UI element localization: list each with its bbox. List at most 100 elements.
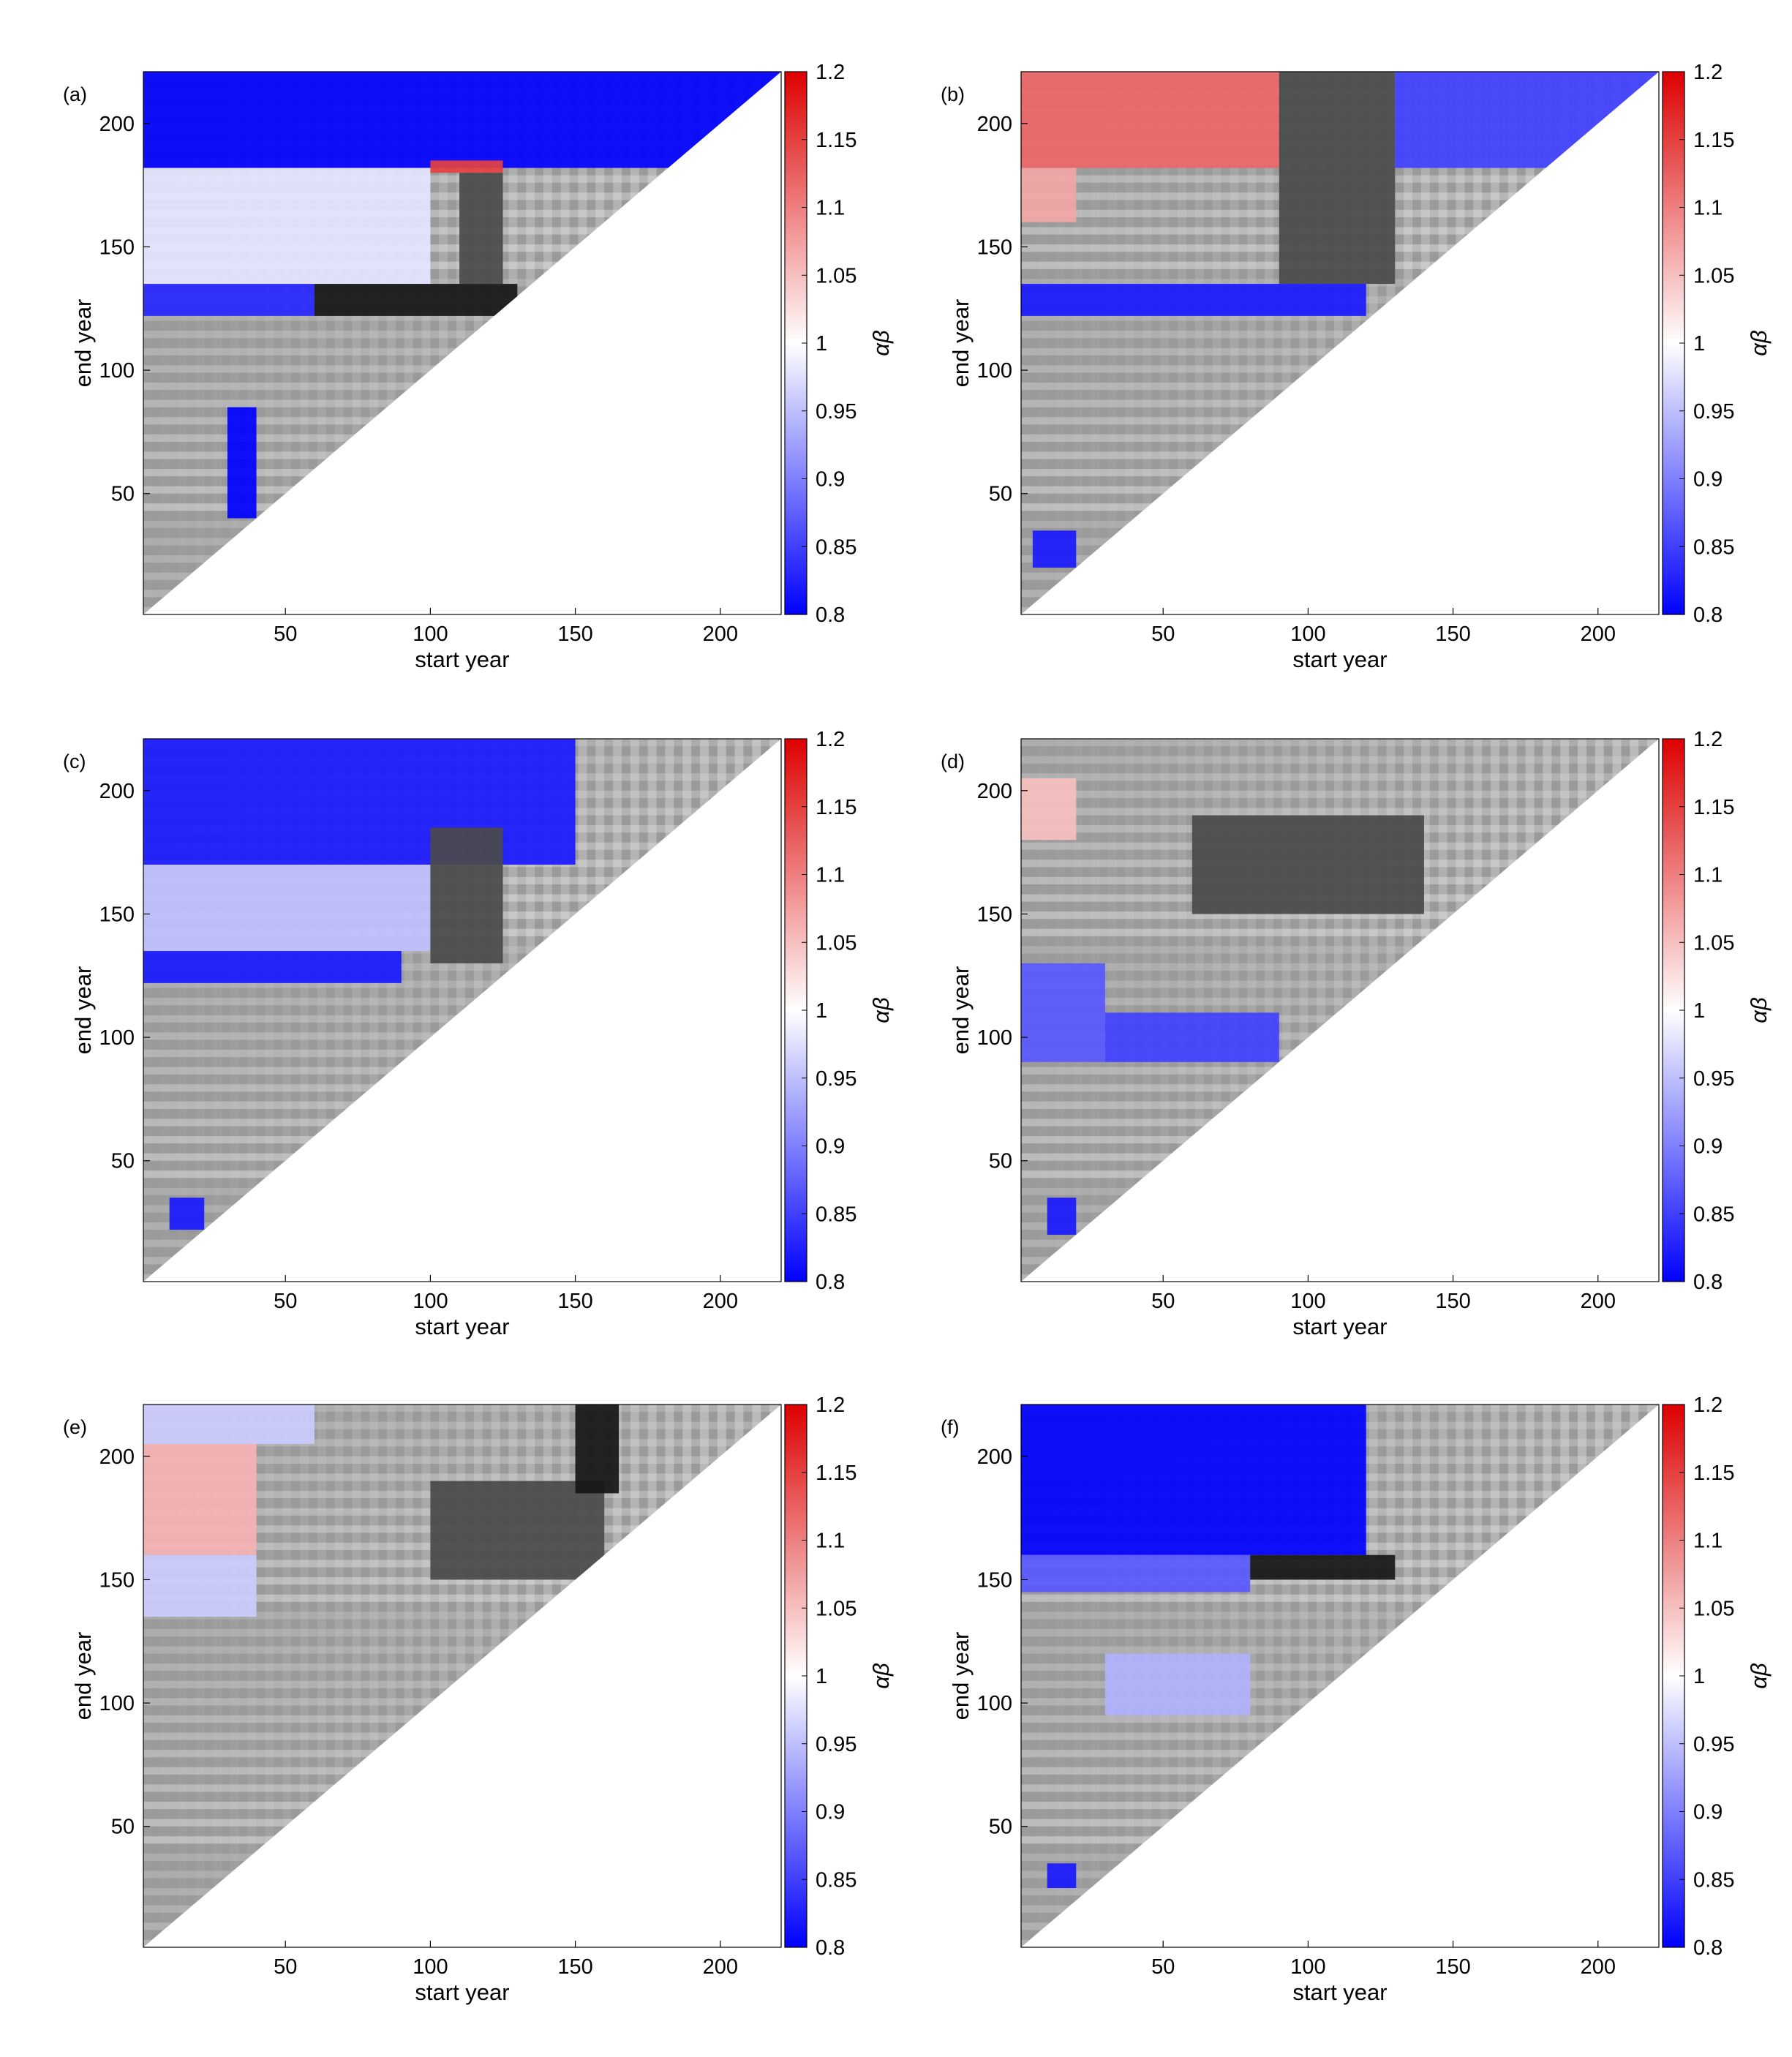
x-axis-label: start year [1292, 647, 1387, 672]
heatmap-base [1021, 72, 1659, 614]
heatmap-region [227, 407, 257, 519]
panel-label: (e) [63, 1416, 87, 1438]
x-axis-label: start year [415, 647, 509, 672]
colorbar-tick-label: 1.05 [1693, 1597, 1734, 1620]
colorbar-label: αβ [868, 330, 894, 356]
colorbar-tick-label: 0.85 [816, 535, 857, 559]
heatmap-region [430, 827, 503, 963]
heatmap-region [143, 865, 431, 952]
x-tick-label: 150 [1435, 1290, 1470, 1313]
colorbar-tick-label: 1.15 [816, 129, 857, 152]
colorbar-tick-label: 1.1 [1693, 197, 1723, 220]
colorbar-tick-label: 1.1 [1693, 1530, 1723, 1553]
y-tick-label: 50 [111, 1150, 135, 1173]
colorbar-tick-label: 1.15 [1693, 1462, 1734, 1485]
colorbar-tick-label: 1 [816, 1665, 827, 1688]
heatmap-region [143, 1554, 257, 1617]
y-tick-label: 200 [977, 780, 1012, 803]
y-tick-label: 100 [977, 1692, 1012, 1715]
colorbar-tick-label: 0.95 [816, 400, 857, 424]
x-axis-label: start year [1292, 1314, 1387, 1339]
colorbar-label: αβ [868, 997, 894, 1023]
x-tick-label: 200 [703, 1955, 738, 1979]
panel-label: (d) [941, 751, 965, 772]
colorbar-label: αβ [1746, 330, 1772, 356]
y-tick-label: 200 [99, 113, 135, 136]
colorbar-tick-label: 0.8 [1693, 1936, 1723, 1960]
heatmap-region [143, 72, 781, 168]
colorbar-tick-label: 1.05 [816, 264, 857, 287]
x-tick-label: 200 [1581, 1290, 1616, 1313]
colorbar-tick-label: 0.8 [816, 1936, 845, 1960]
heatmap-region [143, 1404, 315, 1444]
colorbar-tick-label: 1 [816, 999, 827, 1023]
heatmap-region [1021, 963, 1105, 1062]
colorbar-tick-label: 0.85 [1693, 535, 1734, 559]
x-tick-label: 150 [557, 1290, 592, 1313]
heatmap-panel: 50 100 150 200 50 100 150 200 start year end year… [63, 61, 894, 672]
heatmap-region [1250, 1554, 1396, 1580]
colorbar-tick-label: 1.05 [816, 1597, 857, 1620]
heatmap-panel: 50 100 150 200 50 100 150 200 start year end year… [941, 61, 1772, 672]
heatmap-region [143, 1443, 257, 1555]
colorbar-tick-label: 1.1 [1693, 864, 1723, 887]
plot-frame [143, 738, 782, 1282]
colorbar-tick-label: 1 [1693, 332, 1705, 356]
y-tick-label: 50 [989, 1150, 1012, 1173]
heatmap-region [430, 1481, 605, 1580]
colorbar-tick-label: 1.1 [816, 197, 845, 220]
colorbar-tick-label: 1.15 [1693, 129, 1734, 152]
y-tick-label: 100 [99, 1692, 135, 1715]
colorbar-tick-label: 1.15 [1693, 796, 1734, 819]
colorbar-tick-label: 0.9 [816, 1801, 845, 1824]
heatmap-region [1021, 1404, 1366, 1555]
colorbar-tick-label: 1.2 [1693, 728, 1723, 751]
heatmap-region [1395, 72, 1659, 168]
heatmap-region [1021, 1554, 1251, 1592]
heatmap-region [430, 160, 503, 173]
colorbar-tick-label: 0.85 [1693, 1868, 1734, 1892]
x-tick-label: 200 [1581, 623, 1616, 646]
heatmap-region [575, 1404, 620, 1494]
x-tick-label: 50 [1151, 623, 1175, 646]
heatmap-region [143, 951, 402, 983]
x-tick-label: 200 [703, 1290, 738, 1313]
colorbar-tick-label: 1 [1693, 1665, 1705, 1688]
heatmap-region [1191, 815, 1424, 914]
heatmap-region [314, 284, 518, 316]
colorbar-tick-label: 0.95 [816, 1733, 857, 1756]
colorbar-tick-label: 0.9 [1693, 1801, 1723, 1824]
colorbar-tick-label: 0.9 [1693, 468, 1723, 492]
y-tick-label: 100 [977, 359, 1012, 383]
colorbar-tick-label: 1.05 [1693, 931, 1734, 955]
heatmap-region [1021, 72, 1279, 168]
y-axis-label: end year [70, 1632, 96, 1721]
colorbar-tick-label: 0.9 [816, 1135, 845, 1159]
x-axis-label: start year [1292, 1979, 1387, 2005]
x-tick-label: 100 [1290, 623, 1325, 646]
x-axis-label: start year [415, 1979, 509, 2005]
plot-frame [1020, 71, 1660, 615]
y-tick-label: 50 [989, 1816, 1012, 1839]
y-tick-label: 150 [99, 903, 135, 926]
heatmap-panel: 50 100 150 200 50 100 150 200 start year end year… [63, 728, 894, 1339]
y-tick-label: 150 [99, 1568, 135, 1592]
x-axis-label: start year [415, 1314, 509, 1339]
x-tick-label: 150 [557, 1955, 592, 1979]
y-tick-label: 200 [99, 780, 135, 803]
x-tick-label: 50 [274, 1955, 297, 1979]
heatmap-region [1104, 1012, 1279, 1062]
panel-label: (b) [941, 83, 965, 105]
x-tick-label: 200 [1581, 1955, 1616, 1979]
colorbar-tick-label: 0.85 [816, 1203, 857, 1226]
heatmap-panel: 50 100 150 200 50 100 150 200 start year end year… [941, 1394, 1772, 2005]
y-tick-label: 200 [977, 113, 1012, 136]
plot-frame [1020, 1404, 1660, 1948]
x-tick-label: 50 [274, 1290, 297, 1313]
colorbar-label: αβ [868, 1663, 894, 1688]
colorbar-tick-label: 1.1 [816, 864, 845, 887]
x-tick-label: 100 [413, 1955, 448, 1979]
colorbar-tick-label: 1.2 [1693, 61, 1723, 84]
y-tick-label: 150 [977, 236, 1012, 259]
